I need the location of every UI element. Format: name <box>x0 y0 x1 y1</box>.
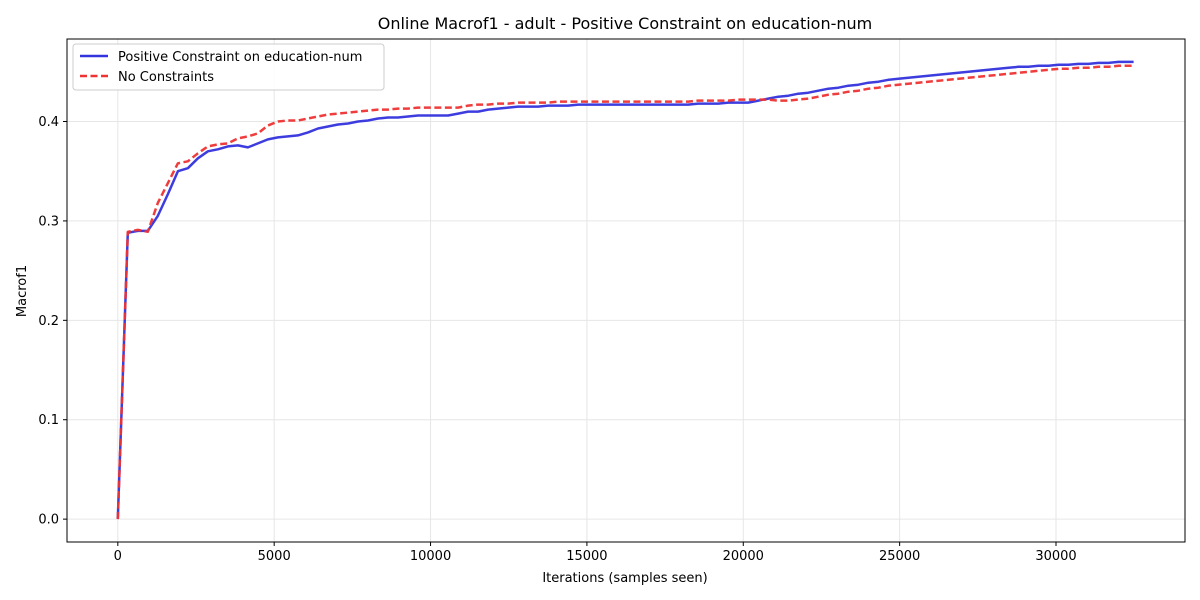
x-tick-label: 30000 <box>1035 549 1076 564</box>
series-line-positive-constraint <box>116 60 1134 520</box>
x-tick-label: 15000 <box>566 549 607 564</box>
y-tick-label: 0.2 <box>38 314 59 329</box>
plot-frame <box>66 38 1186 543</box>
x-tick-label: 20000 <box>723 549 764 564</box>
series-lines <box>116 60 1134 520</box>
legend-label-positive-constraint: Positive Constraint on education-num <box>118 50 362 65</box>
y-tick-label: 0.3 <box>38 214 59 229</box>
x-tick-label: 0 <box>114 549 122 564</box>
y-tick-label: 0.0 <box>38 513 59 528</box>
y-tick-label: 0.1 <box>38 413 59 428</box>
y-axis-title: Macrof1 <box>15 265 30 317</box>
x-tick-label: 10000 <box>410 549 451 564</box>
legend-label-no-constraints: No Constraints <box>118 70 214 85</box>
series-line-no-constraints <box>116 64 1134 520</box>
axis-ticks: 0 5000 10000 15000 20000 25000 30000 0.0 0.1 0.2 0… <box>38 115 1076 564</box>
legend: Positive Constraint on education-num No … <box>72 43 385 91</box>
grid <box>67 39 1185 542</box>
legend-box <box>72 43 385 91</box>
x-tick-label: 25000 <box>879 549 920 564</box>
x-tick-label: 5000 <box>258 549 291 564</box>
chart-title: Online Macrof1 - adult - Positive Constr… <box>378 14 873 33</box>
y-tick-label: 0.4 <box>38 115 59 130</box>
x-axis-title: Iterations (samples seen) <box>542 571 707 586</box>
